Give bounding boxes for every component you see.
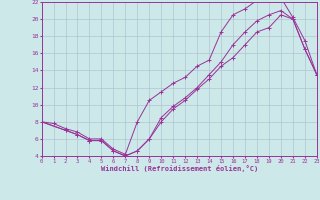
X-axis label: Windchill (Refroidissement éolien,°C): Windchill (Refroidissement éolien,°C) xyxy=(100,165,258,172)
